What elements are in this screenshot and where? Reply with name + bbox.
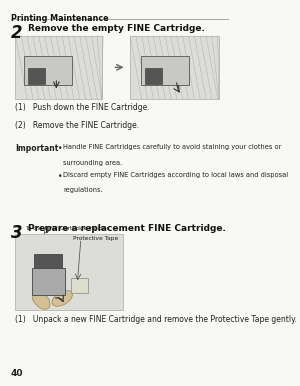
Text: regulations.: regulations. (63, 187, 103, 193)
Text: Handle FINE Cartridges carefully to avoid staining your clothes or: Handle FINE Cartridges carefully to avoi… (63, 144, 282, 150)
Text: To the FINE Cartridge Holder: To the FINE Cartridge Holder (25, 225, 109, 230)
Text: Prepare a replacement FINE Cartridge.: Prepare a replacement FINE Cartridge. (28, 223, 226, 233)
Text: Important: Important (15, 144, 59, 153)
FancyBboxPatch shape (71, 278, 88, 293)
Text: 40: 40 (11, 369, 23, 378)
Text: (1)   Unpack a new FINE Cartridge and remove the Protective Tape gently.: (1) Unpack a new FINE Cartridge and remo… (15, 315, 297, 324)
FancyBboxPatch shape (15, 234, 123, 310)
Text: (1)   Push down the FINE Cartridge.: (1) Push down the FINE Cartridge. (15, 103, 150, 112)
Text: •: • (58, 144, 62, 153)
FancyBboxPatch shape (32, 268, 64, 295)
FancyBboxPatch shape (15, 36, 102, 99)
Text: surrounding area.: surrounding area. (63, 160, 123, 166)
FancyBboxPatch shape (130, 36, 219, 99)
Ellipse shape (52, 291, 72, 306)
Text: Discard empty FINE Cartridges according to local laws and disposal: Discard empty FINE Cartridges according … (63, 172, 289, 178)
Text: 3: 3 (11, 223, 22, 242)
FancyBboxPatch shape (28, 68, 45, 84)
FancyBboxPatch shape (141, 56, 189, 85)
FancyBboxPatch shape (34, 254, 62, 275)
Ellipse shape (32, 291, 50, 309)
Text: 2: 2 (11, 24, 22, 42)
Text: •: • (58, 172, 62, 181)
Text: (2)   Remove the FINE Cartridge.: (2) Remove the FINE Cartridge. (15, 121, 140, 130)
Text: Protective Tape: Protective Tape (73, 236, 118, 241)
FancyBboxPatch shape (24, 56, 72, 85)
Text: Printing Maintenance: Printing Maintenance (11, 14, 108, 23)
FancyBboxPatch shape (145, 68, 162, 84)
Text: Remove the empty FINE Cartridge.: Remove the empty FINE Cartridge. (28, 24, 205, 33)
